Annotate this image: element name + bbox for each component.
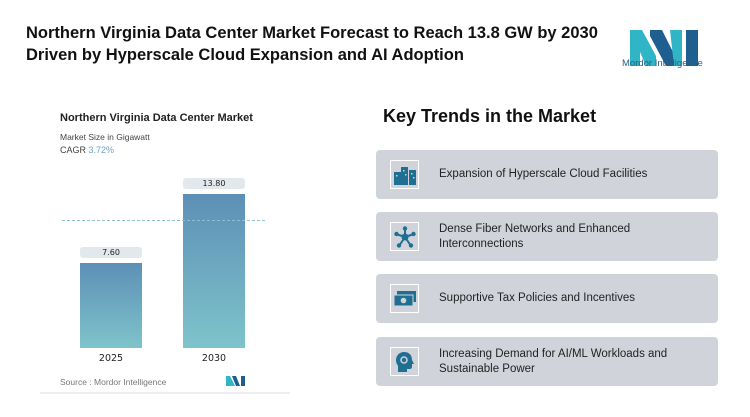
trend-label: Dense Fiber Networks and Enhanced Interc…	[439, 212, 709, 261]
trend-text: Supportive Tax Policies and Incentives	[439, 292, 636, 304]
bar-2030	[183, 194, 245, 348]
trend-text: Expansion of Hyperscale Cloud Facilities	[439, 168, 648, 180]
value-label: 7.60	[80, 247, 142, 259]
buildings-icon	[390, 160, 419, 189]
trend-label: Expansion of Hyperscale Cloud Facilities	[439, 150, 709, 199]
cagr-value: 3.72%	[88, 145, 115, 155]
chart-subtitle: Market Size in Gigawatt	[60, 132, 150, 142]
cagr: CAGR 3.72%	[60, 145, 114, 155]
logo-text: Mordor Intelligence	[622, 58, 703, 69]
cagr-label: CAGR	[60, 145, 87, 155]
x-tick-label: 2025	[98, 353, 124, 364]
trend-card: Expansion of Hyperscale Cloud Facilities	[376, 150, 718, 199]
page-title: Northern Virginia Data Center Market For…	[26, 24, 598, 64]
trend-text: Increasing Demand for AI/ML Workloads an…	[439, 347, 668, 375]
trend-card: Supportive Tax Policies and Incentives	[376, 274, 718, 323]
trend-text: Dense Fiber Networks and Enhanced Interc…	[439, 222, 631, 250]
chart-source: Source : Mordor Intelligence	[60, 377, 167, 387]
mini-logo-icon	[226, 376, 245, 386]
reference-line	[62, 220, 265, 221]
trend-card: Increasing Demand for AI/ML Workloads an…	[376, 337, 718, 386]
x-tick-label: 2030	[201, 353, 227, 364]
trend-label: Increasing Demand for AI/ML Workloads an…	[439, 337, 709, 386]
ai-head-icon	[390, 347, 419, 376]
mordor-logo-icon	[630, 30, 698, 66]
trend-label: Supportive Tax Policies and Incentives	[439, 274, 709, 323]
network-icon	[390, 222, 419, 251]
trends-heading: Key Trends in the Market	[383, 106, 597, 126]
money-icon	[390, 284, 419, 313]
value-label: 13.80	[183, 178, 245, 189]
chart-panel: Northern Virginia Data Center Market Mar…	[40, 100, 290, 394]
chart-title: Northern Virginia Data Center Market	[60, 112, 253, 124]
trend-card: Dense Fiber Networks and Enhanced Interc…	[376, 212, 718, 261]
bar-2025	[80, 263, 142, 348]
